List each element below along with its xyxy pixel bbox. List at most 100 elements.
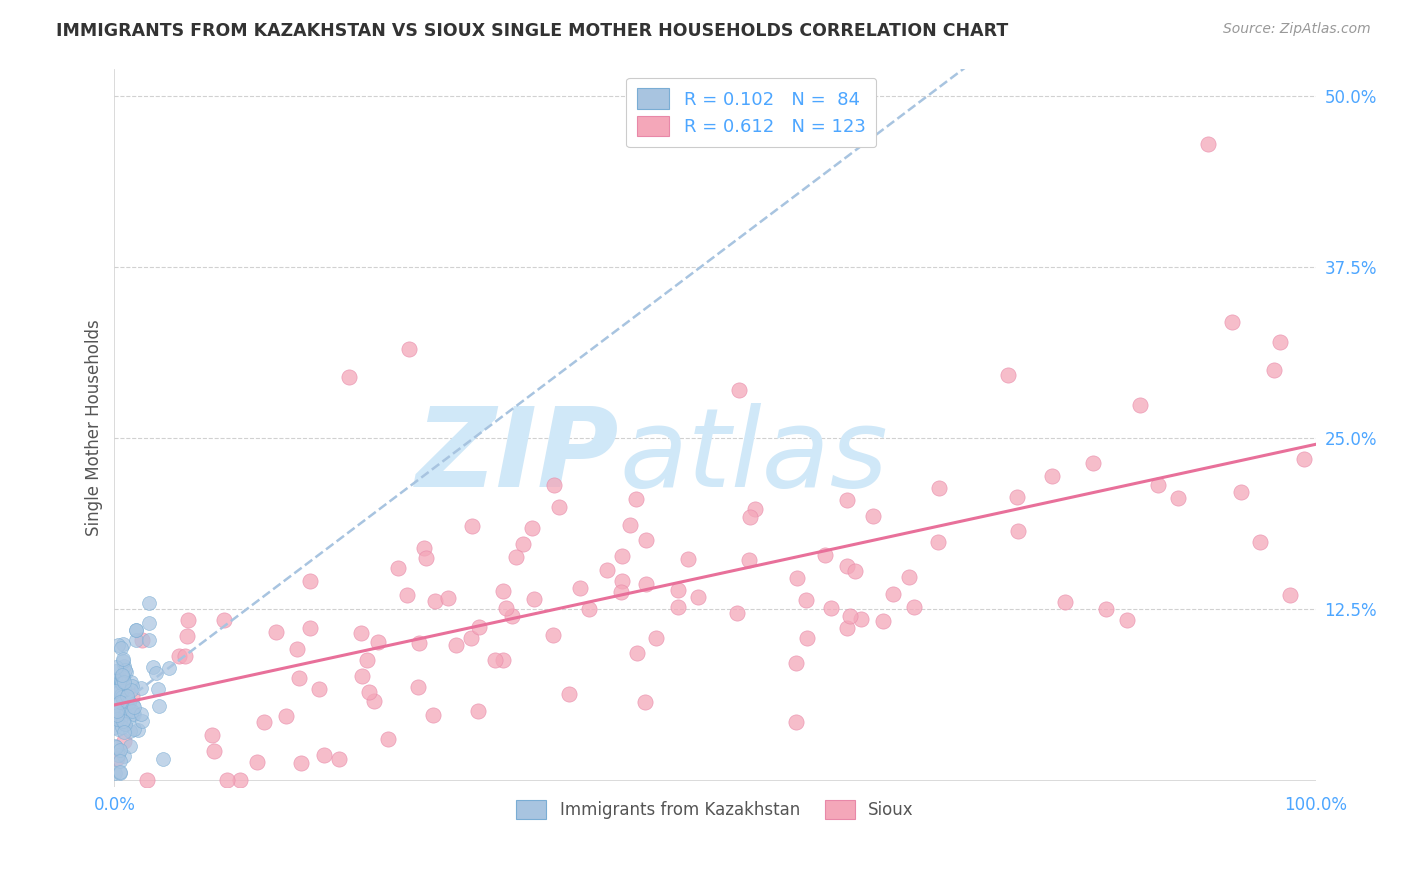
Point (408, 635, 430, 649)
Point (129, 681, 152, 695)
Point (312, 748, 335, 763)
Point (117, 689, 139, 703)
Point (138, 633, 160, 648)
Point (569, 581, 592, 595)
Point (467, 704, 489, 718)
Point (377, 732, 399, 747)
Point (108, 707, 131, 722)
Point (744, 502, 766, 516)
Point (1094, 602, 1116, 616)
Point (117, 693, 139, 707)
Point (135, 773, 157, 788)
Point (395, 588, 418, 602)
Legend: Immigrants from Kazakhstan, Sioux: Immigrants from Kazakhstan, Sioux (510, 793, 921, 826)
Point (308, 681, 330, 696)
Point (903, 599, 925, 614)
Point (624, 492, 647, 507)
Point (786, 571, 808, 585)
Point (1263, 362, 1285, 376)
Point (104, 765, 127, 780)
Point (612, 549, 634, 564)
Point (1249, 535, 1271, 549)
Point (121, 705, 143, 719)
Point (112, 675, 135, 690)
Point (636, 577, 658, 591)
Point (111, 690, 134, 704)
Point (406, 680, 429, 694)
Point (1054, 595, 1077, 609)
Point (105, 707, 128, 722)
Point (444, 638, 467, 652)
Point (367, 635, 389, 649)
Point (1007, 524, 1029, 539)
Point (285, 642, 308, 657)
Point (413, 541, 436, 555)
Point (159, 661, 181, 675)
Point (138, 616, 160, 631)
Point (415, 550, 437, 565)
Point (152, 752, 174, 766)
Point (666, 583, 689, 598)
Point (104, 684, 127, 698)
Point (520, 521, 543, 535)
Point (112, 668, 135, 682)
Point (835, 621, 858, 635)
Point (122, 700, 145, 714)
Point (423, 594, 446, 608)
Point (105, 740, 128, 755)
Point (108, 743, 131, 757)
Point (148, 698, 170, 713)
Point (120, 675, 142, 690)
Point (363, 694, 385, 708)
Point (814, 548, 837, 562)
Point (112, 725, 135, 739)
Point (1081, 456, 1104, 470)
Point (111, 670, 134, 684)
Point (120, 724, 142, 739)
Point (108, 695, 131, 709)
Point (229, 773, 252, 788)
Point (111, 637, 134, 651)
Point (820, 601, 842, 615)
Point (578, 601, 600, 615)
Point (142, 660, 165, 674)
Point (1040, 469, 1063, 483)
Point (460, 632, 482, 646)
Point (146, 682, 169, 697)
Point (997, 368, 1019, 383)
Point (202, 744, 225, 758)
Point (328, 752, 350, 766)
Point (350, 669, 373, 683)
Point (118, 695, 141, 709)
Point (112, 680, 135, 694)
Point (125, 623, 148, 637)
Point (1278, 588, 1301, 602)
Point (276, 709, 298, 723)
Point (626, 646, 648, 660)
Point (872, 614, 894, 628)
Point (104, 672, 127, 686)
Point (138, 597, 160, 611)
Point (468, 620, 491, 634)
Point (104, 720, 127, 734)
Point (177, 613, 200, 627)
Point (422, 708, 444, 723)
Point (212, 613, 235, 627)
Point (298, 621, 321, 635)
Point (1005, 490, 1028, 504)
Point (107, 747, 129, 762)
Point (105, 712, 128, 726)
Point (543, 628, 565, 642)
Text: Source: ZipAtlas.com: Source: ZipAtlas.com (1223, 22, 1371, 37)
Point (543, 478, 565, 492)
Point (104, 660, 127, 674)
Point (121, 689, 143, 703)
Point (253, 714, 276, 729)
Point (844, 565, 866, 579)
Point (110, 702, 132, 716)
Point (107, 638, 129, 652)
Point (461, 519, 484, 533)
Point (728, 383, 751, 397)
Point (337, 369, 360, 384)
Point (174, 648, 197, 663)
